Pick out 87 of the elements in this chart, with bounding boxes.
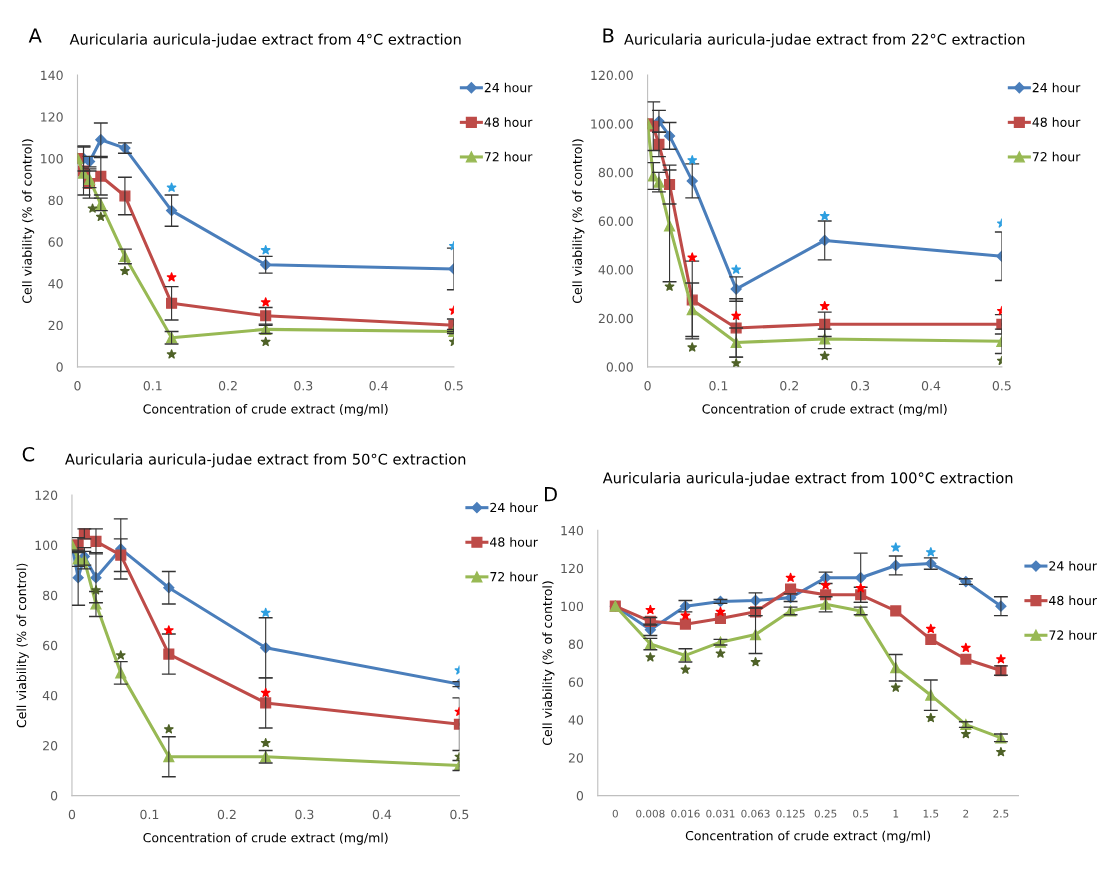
y-tick-label: 0.00: [606, 362, 633, 372]
x-tick-label: 0.5: [853, 809, 869, 818]
text: D: [545, 487, 557, 502]
y-tick-label: 0: [576, 791, 584, 801]
legend-label: 24 hour: [1032, 82, 1081, 93]
y-tick-label: 100: [561, 601, 584, 612]
y-axis-title: Cell viability (% of control): [16, 563, 29, 728]
y-tick-label: 40: [42, 690, 58, 701]
legend-label: 48 hour: [484, 117, 533, 127]
legend-label: 24 hour: [1049, 560, 1097, 571]
y-tick-label: 80: [48, 195, 63, 206]
y-tick-label: 140: [561, 525, 584, 536]
y-tick-label: 0: [50, 791, 58, 801]
x-tick-label: 0.25: [814, 809, 837, 818]
y-tick-label: 80: [43, 590, 58, 601]
chart-title: Auricularia auricula-judae extract from 22°C extraction: [624, 33, 1025, 48]
y-tick-label: 100.00: [591, 119, 633, 129]
y-axis-title: Cell viability (% of control): [22, 139, 35, 304]
x-tick-label: 0.2: [217, 809, 236, 820]
y-tick-label: 40: [48, 278, 63, 289]
x-tick-label: 0.4: [921, 380, 941, 391]
y-tick-label: 40.00: [598, 265, 633, 275]
y-tick-label: 0: [56, 362, 63, 372]
y-axis-title: Cell viability (% of control): [542, 581, 555, 746]
x-tick-label: 0.4: [369, 380, 388, 391]
y-tick-label: 120: [41, 112, 63, 122]
x-axis-title: Concentration of crude extract (mg/ml): [143, 832, 388, 845]
legend-label: 48 hour: [1049, 595, 1097, 606]
x-tick-label: 0.1: [709, 380, 728, 391]
legend-label: 48 hour: [1032, 117, 1081, 127]
y-tick-label: 60.00: [598, 216, 633, 226]
x-tick-label: 0.016: [671, 809, 700, 818]
y-tick-label: 60: [568, 677, 584, 687]
legend-label: 72 hour: [1049, 630, 1097, 640]
x-tick-label: 0: [68, 809, 76, 820]
x-tick-label: 0.2: [780, 380, 798, 391]
y-tick-label: 140: [41, 70, 63, 81]
text: A: [28, 28, 42, 43]
y-tick-label: 100: [35, 540, 58, 551]
x-tick-label: 0.3: [294, 380, 313, 391]
x-tick-label: 0.125: [776, 809, 805, 818]
y-tick-label: 40: [568, 715, 584, 725]
x-tick-label: 0.1: [143, 380, 162, 391]
x-tick-label: 0.5: [450, 809, 469, 820]
y-axis-title: Cell viability (% of control): [572, 139, 585, 304]
x-tick-label: 0.2: [218, 380, 237, 391]
x-tick-label: 0.5: [992, 380, 1011, 391]
legend-label: 72 hour: [1032, 151, 1081, 162]
text: C: [22, 446, 35, 462]
legend-label: 24 hour: [490, 502, 538, 513]
y-tick-label: 60: [43, 640, 58, 651]
y-tick-label: 20: [43, 740, 58, 751]
x-tick-label: 0: [644, 380, 651, 391]
y-tick-label: 100: [41, 153, 63, 164]
legend-label: 24 hour: [484, 82, 533, 93]
y-tick-label: 80.00: [598, 167, 633, 178]
x-axis-title: Concentration of crude extract (mg/ml): [702, 403, 947, 417]
y-tick-label: 20.00: [598, 313, 633, 324]
x-tick-label: 0: [74, 380, 81, 391]
x-tick-label: 0.3: [295, 809, 314, 820]
y-tick-label: 80: [568, 639, 584, 649]
x-tick-label: 1: [893, 809, 899, 818]
text: B: [603, 28, 614, 43]
x-tick-label: 0.4: [372, 809, 392, 820]
y-tick-label: 120: [561, 563, 584, 574]
x-tick-label: 1.5: [923, 809, 939, 818]
x-tick-label: 0.3: [851, 380, 870, 391]
chart-title: Auricularia auricula-judae extract from 100°C extraction: [602, 472, 1013, 487]
x-tick-label: 0.063: [741, 809, 770, 818]
y-tick-label: 120.00: [591, 70, 633, 81]
x-tick-label: 0.5: [444, 380, 463, 391]
y-tick-label: 120: [35, 490, 58, 500]
x-tick-label: 0.031: [706, 809, 735, 818]
x-axis-title: Concentration of crude extract (mg/ml): [685, 830, 931, 843]
y-tick-label: 20: [48, 320, 63, 331]
chart-title: Auricularia auricula-judae extract from 50°C extraction: [65, 453, 466, 468]
legend-label: 72 hour: [490, 571, 538, 582]
x-tick-label: 0.1: [140, 809, 159, 820]
y-tick-label: 20: [568, 753, 584, 763]
x-tick-label: 2: [963, 809, 969, 818]
y-tick-label: 60: [48, 237, 63, 247]
legend-label: 72 hour: [484, 151, 533, 162]
x-tick-label: 0.008: [636, 809, 665, 818]
chart-title: Auricularia auricula-judae extract from 4°C extraction: [69, 33, 461, 48]
x-axis-title: Concentration of crude extract (mg/ml): [143, 403, 388, 417]
x-tick-label: 2.5: [993, 809, 1009, 818]
legend-label: 48 hour: [490, 537, 538, 547]
